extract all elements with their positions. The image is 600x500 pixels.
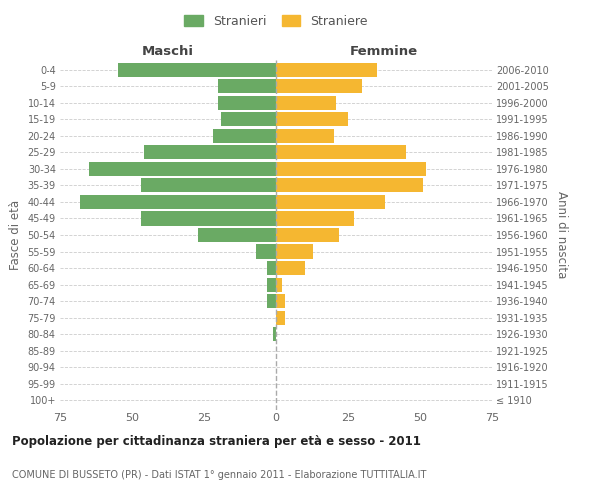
Bar bbox=[276, 63, 377, 77]
Bar bbox=[276, 244, 313, 258]
Bar bbox=[143, 146, 276, 160]
Bar bbox=[198, 228, 276, 242]
Bar bbox=[218, 96, 276, 110]
Bar bbox=[256, 244, 276, 258]
Text: Popolazione per cittadinanza straniera per età e sesso - 2011: Popolazione per cittadinanza straniera p… bbox=[12, 435, 421, 448]
Bar bbox=[276, 212, 354, 226]
Y-axis label: Anni di nascita: Anni di nascita bbox=[554, 192, 568, 278]
Bar bbox=[140, 178, 276, 192]
Bar bbox=[276, 310, 284, 324]
Bar bbox=[276, 162, 426, 176]
Bar bbox=[118, 63, 276, 77]
Text: COMUNE DI BUSSETO (PR) - Dati ISTAT 1° gennaio 2011 - Elaborazione TUTTITALIA.IT: COMUNE DI BUSSETO (PR) - Dati ISTAT 1° g… bbox=[12, 470, 427, 480]
Bar bbox=[268, 294, 276, 308]
Bar bbox=[89, 162, 276, 176]
Bar bbox=[221, 112, 276, 126]
Legend: Stranieri, Straniere: Stranieri, Straniere bbox=[181, 11, 371, 32]
Bar bbox=[276, 96, 337, 110]
Bar bbox=[212, 129, 276, 143]
Bar bbox=[276, 261, 305, 275]
Y-axis label: Fasce di età: Fasce di età bbox=[9, 200, 22, 270]
Bar bbox=[268, 261, 276, 275]
Bar bbox=[140, 212, 276, 226]
Bar bbox=[276, 129, 334, 143]
Bar bbox=[276, 195, 385, 209]
Bar bbox=[276, 278, 282, 291]
Text: Maschi: Maschi bbox=[142, 46, 194, 59]
Bar bbox=[276, 146, 406, 160]
Bar bbox=[273, 327, 276, 341]
Bar bbox=[276, 178, 423, 192]
Bar bbox=[80, 195, 276, 209]
Bar bbox=[268, 278, 276, 291]
Text: Femmine: Femmine bbox=[350, 46, 418, 59]
Bar bbox=[276, 112, 348, 126]
Bar bbox=[276, 228, 340, 242]
Bar bbox=[218, 80, 276, 94]
Bar bbox=[276, 294, 284, 308]
Bar bbox=[276, 80, 362, 94]
